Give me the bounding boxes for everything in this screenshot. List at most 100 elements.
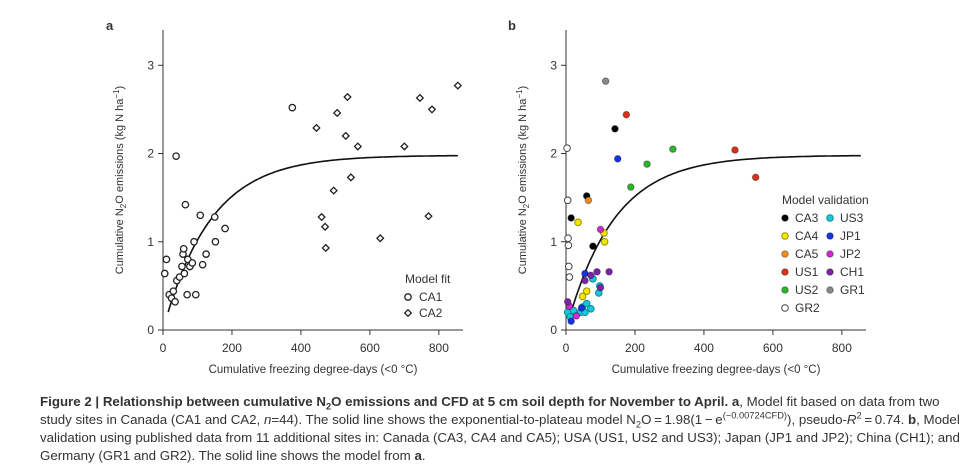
model-curve [570, 154, 861, 313]
point-gr2 [563, 196, 572, 205]
point-ca1 [221, 224, 229, 233]
point-ca2 [321, 243, 330, 253]
point-ca1 [210, 213, 219, 221]
x-axis-label: Cumulative freezing degree-days (<0 °C) [612, 364, 821, 376]
point-ca1 [171, 297, 179, 306]
point-ch1 [581, 276, 589, 285]
legend-marker-ca3 [781, 214, 789, 222]
legend-label: CH1 [840, 265, 864, 279]
panel-a: a 0 200 400 600 800 0 1 2 3 Cumulative freezing de… [106, 18, 463, 376]
y-tick-label: 3 [147, 58, 154, 72]
y-tick-label: 2 [550, 147, 557, 161]
point-ca4 [600, 237, 609, 246]
legend-title: Model fit [405, 272, 451, 286]
legend-label: GR2 [795, 301, 820, 315]
legend-label: CA3 [795, 211, 819, 225]
point-ca5 [584, 196, 593, 205]
point-gr2 [563, 144, 571, 153]
legend-marker-ca5 [781, 250, 789, 258]
point-ca1 [180, 269, 189, 278]
point-jp2 [572, 312, 581, 320]
point-ca1 [172, 152, 180, 161]
point-ch1 [563, 297, 572, 306]
point-ca1 [188, 259, 197, 267]
point-jp1 [613, 155, 622, 163]
point-gr2 [564, 241, 573, 250]
point-jp1 [567, 317, 575, 325]
point-ca2 [332, 108, 342, 118]
point-ca3 [567, 214, 575, 222]
panel-b: b 0 200 400 600 800 0 1 2 3 Cumulative freezing de… [508, 18, 869, 376]
panel-label: b [508, 18, 516, 33]
point-ca2 [317, 212, 326, 222]
y-tick-label: 0 [147, 323, 154, 337]
point-us3 [569, 306, 578, 315]
x-tick-label: 800 [429, 341, 449, 355]
point-ca2 [341, 131, 350, 141]
legend-marker-gr1 [826, 286, 834, 294]
x-tick-label: 800 [832, 341, 852, 355]
legend-label: CA4 [795, 229, 819, 243]
point-ca2 [343, 92, 352, 102]
point-gr2 [564, 262, 573, 271]
point-us1 [731, 146, 739, 154]
point-jp1 [577, 304, 586, 312]
point-ca2 [353, 142, 363, 151]
legend-marker-us1 [781, 268, 789, 276]
point-us1 [751, 173, 760, 182]
legend-marker-jp2 [826, 250, 834, 258]
point-ca2 [346, 173, 356, 182]
legend-marker-gr2 [781, 304, 789, 312]
point-ch1 [605, 267, 613, 276]
point-ca2 [320, 222, 330, 231]
legend-label: CA5 [795, 247, 819, 261]
legend-label: CA2 [419, 306, 443, 320]
point-ca2 [453, 81, 463, 90]
point-ca2 [424, 211, 433, 221]
point-ca2 [427, 105, 437, 114]
x-tick-label: 400 [291, 341, 311, 355]
point-ca2 [329, 186, 338, 195]
point-ca1 [196, 211, 205, 220]
point-ca1 [211, 237, 220, 246]
legend-label: CA1 [419, 290, 443, 304]
point-us3 [587, 305, 595, 313]
legend-label: US1 [795, 265, 819, 279]
legend: Model validation CA3 US3 CA4 JP1 CA5 JP2 US1 CH1… [781, 193, 869, 315]
point-ca3 [611, 125, 619, 133]
point-ca4 [578, 292, 587, 301]
point-us2 [627, 183, 635, 191]
legend-label: JP1 [840, 229, 861, 243]
point-ca1 [181, 200, 190, 209]
point-ca1 [191, 290, 200, 299]
point-ca4 [574, 218, 582, 227]
y-tick-label: 0 [550, 323, 557, 337]
legend-label: US2 [795, 283, 819, 297]
x-tick-label: 600 [763, 341, 783, 355]
legend-title: Model validation [782, 193, 869, 207]
point-ca2 [376, 234, 385, 243]
model-curve [167, 154, 458, 313]
point-ch1 [587, 271, 595, 280]
legend-marker-ca2 [403, 308, 413, 318]
point-ca3 [589, 242, 597, 250]
point-ch1 [596, 283, 605, 292]
x-tick-label: 600 [360, 341, 380, 355]
x-tick-label: 400 [694, 341, 714, 355]
point-gr1 [601, 77, 610, 85]
legend-marker-us3 [826, 214, 834, 222]
point-us2 [643, 160, 651, 168]
legend-marker-ch1 [826, 268, 834, 276]
y-axis-label: Cumulative N2O emissions (kg N ha−1) [112, 86, 128, 274]
legend: Model fit CA1 CA2 [403, 272, 451, 320]
point-ca1 [178, 262, 186, 271]
caption-title: Figure 2 | Relationship between cumulati… [40, 394, 740, 412]
x-tick-label: 200 [222, 341, 242, 355]
point-ca4 [582, 287, 591, 295]
point-ca1 [202, 250, 210, 258]
y-tick-label: 2 [147, 147, 154, 161]
legend-marker-us2 [781, 286, 789, 294]
legend-label: JP2 [840, 247, 861, 261]
x-axis-label: Cumulative freezing degree-days (<0 °C) [209, 364, 418, 376]
